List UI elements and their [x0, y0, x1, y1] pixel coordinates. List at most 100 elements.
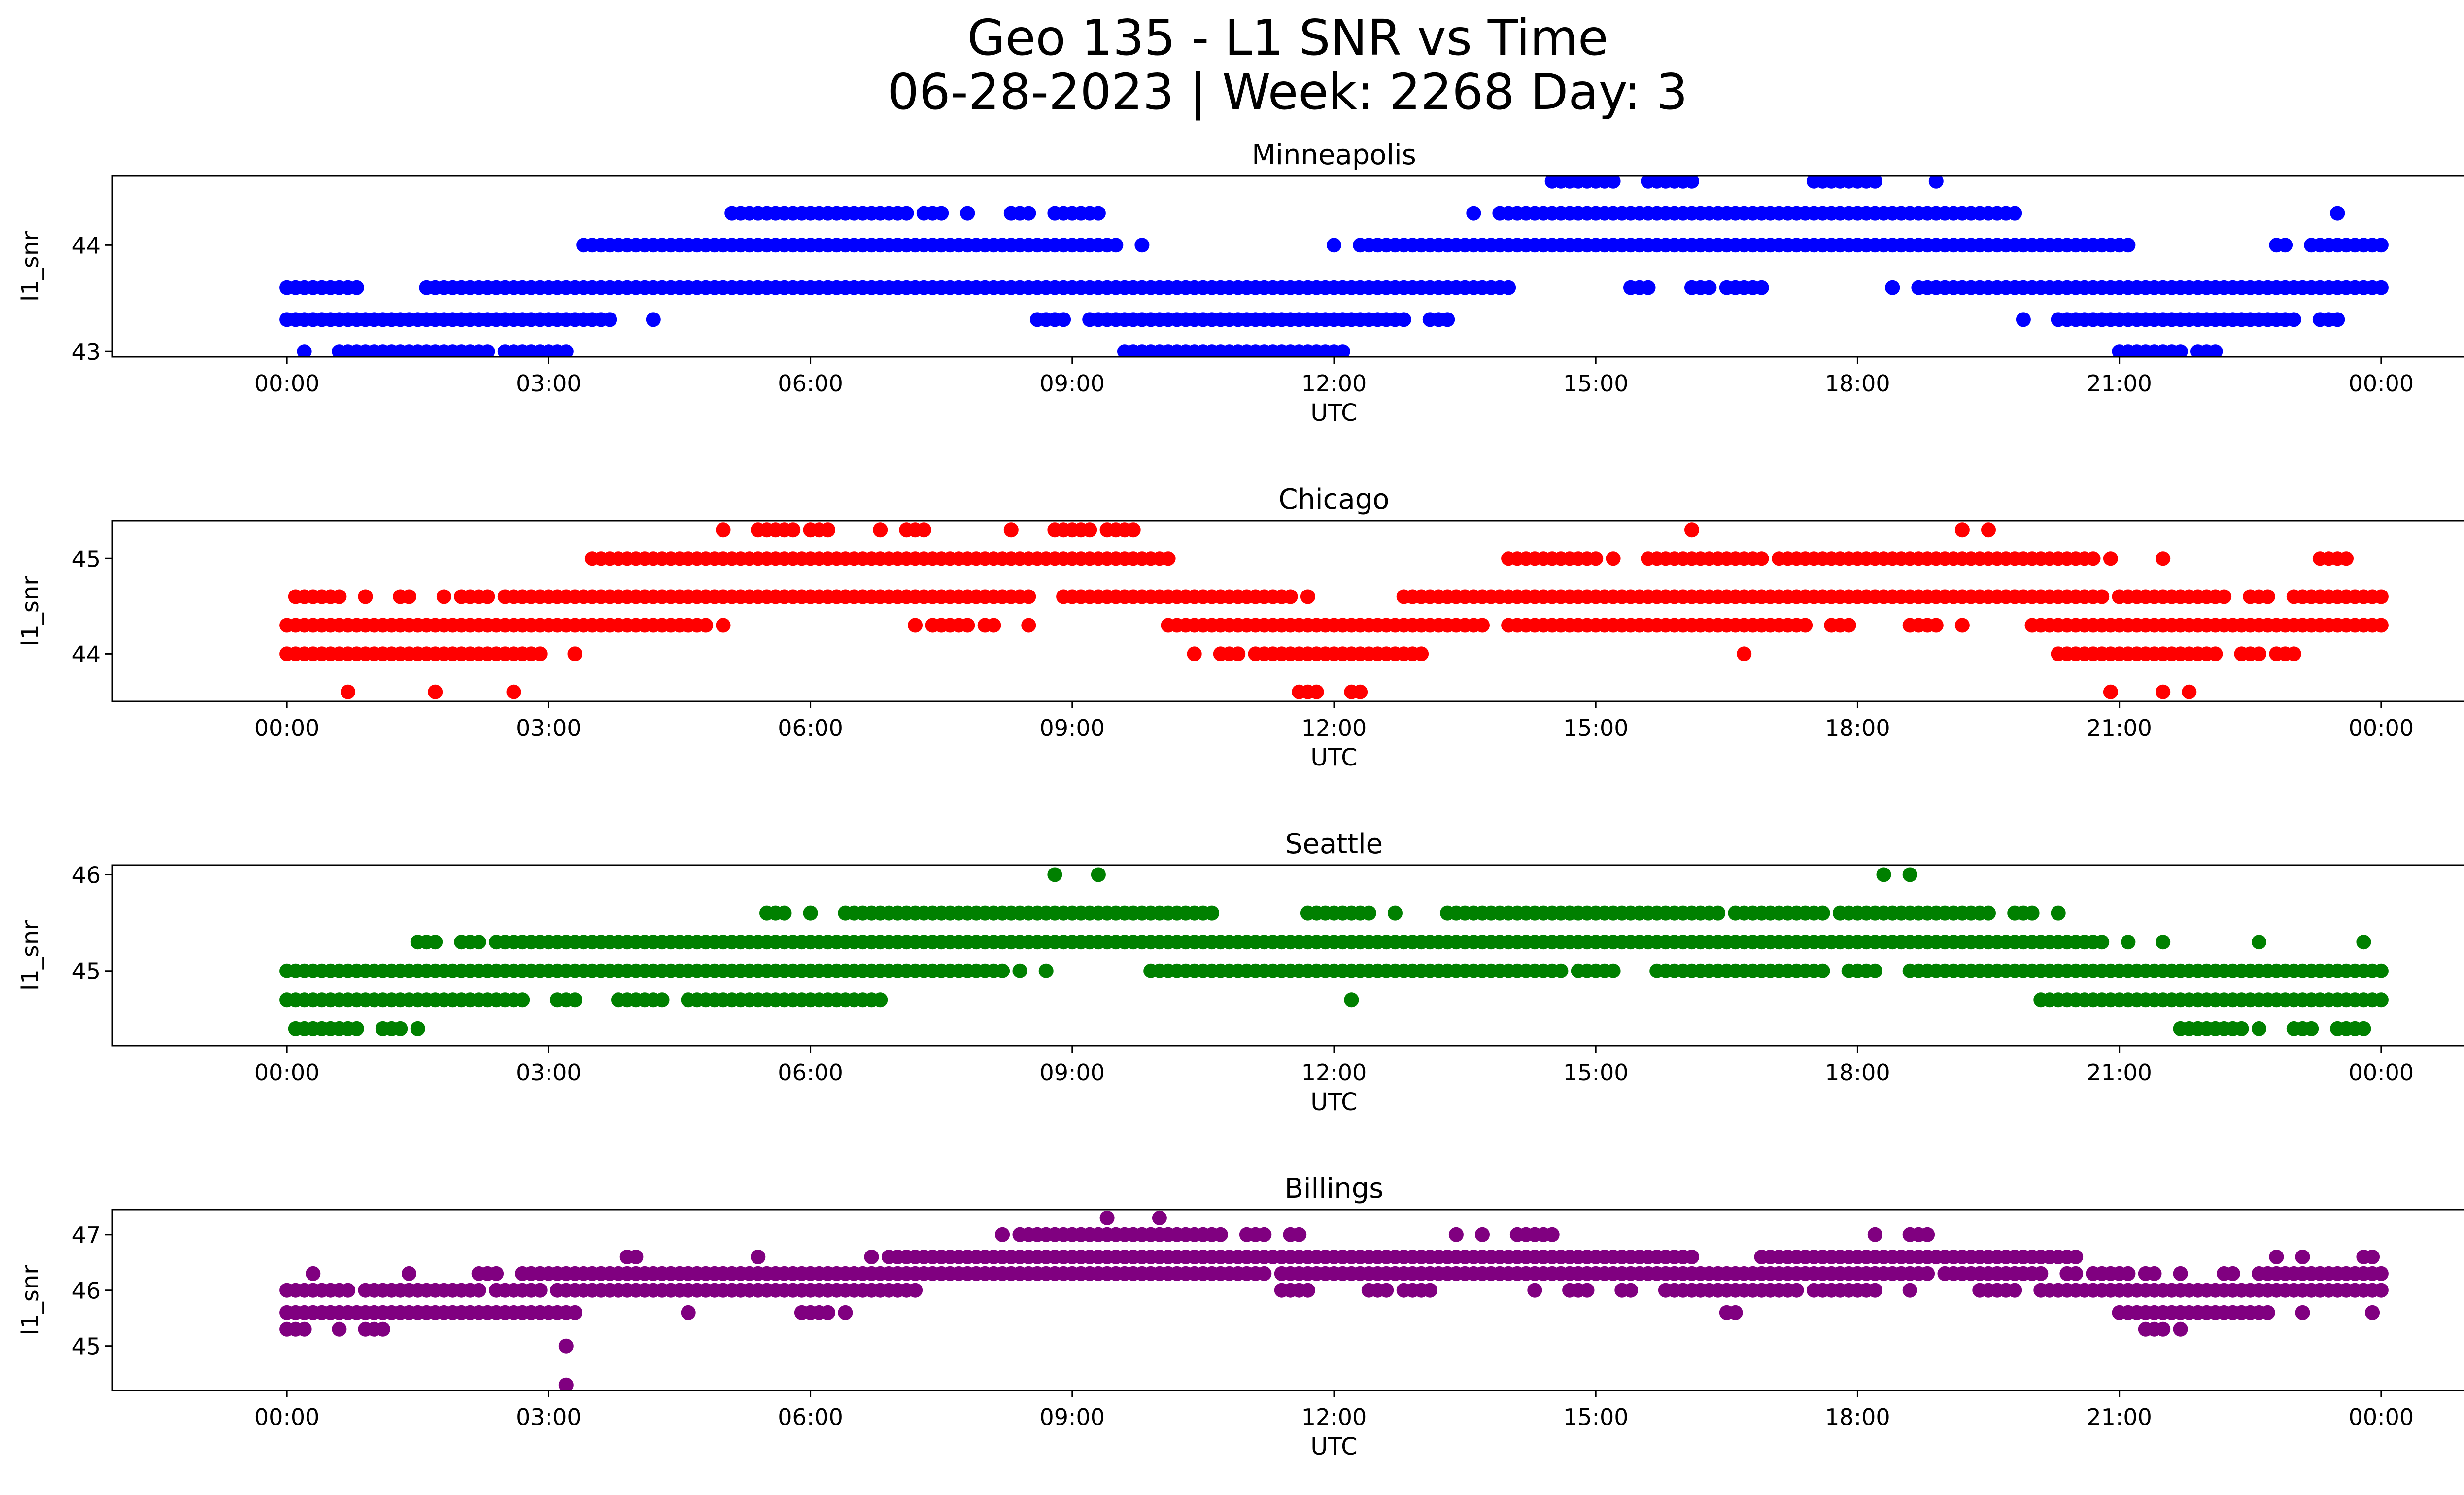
data-point [2156, 1321, 2171, 1337]
data-point [934, 206, 949, 221]
data-point [1257, 1227, 1272, 1242]
x-tick-label: 06:00 [778, 370, 843, 397]
data-point [899, 206, 914, 221]
y-tick-label: 46 [71, 1278, 101, 1304]
x-tick-label: 06:00 [778, 1404, 843, 1430]
data-point [1876, 867, 1891, 882]
data-point [1475, 1227, 1490, 1242]
data-point [1300, 589, 1315, 604]
data-point [1815, 905, 1830, 921]
data-point [428, 684, 443, 699]
data-point [716, 522, 731, 538]
data-point [1056, 312, 1071, 327]
data-point [1754, 280, 1769, 295]
data-point [1641, 280, 1656, 295]
data-point [2121, 935, 2136, 950]
x-tick-label: 03:00 [516, 370, 582, 397]
scatter-points [279, 867, 2389, 1036]
data-point [2156, 684, 2171, 699]
data-point [908, 618, 923, 633]
x-tick-label: 15:00 [1563, 1404, 1629, 1430]
data-point [341, 1283, 356, 1298]
data-point [1920, 1227, 1935, 1242]
data-point [1396, 312, 1411, 327]
data-point [1501, 280, 1516, 295]
data-point [1335, 344, 1350, 357]
data-point [436, 589, 451, 604]
data-point [2286, 646, 2301, 661]
y-tick-label: 47 [71, 1222, 101, 1249]
data-point [2121, 1266, 2136, 1281]
data-point [358, 589, 373, 604]
data-point [873, 992, 888, 1008]
data-point [1606, 176, 1621, 189]
data-point [1527, 1283, 1542, 1298]
data-point [1379, 1283, 1394, 1298]
data-point [916, 522, 931, 538]
data-point [532, 646, 548, 661]
data-point [2103, 684, 2118, 699]
x-tick-label: 12:00 [1301, 1404, 1367, 1430]
x-tick-label: 21:00 [2087, 1404, 2152, 1430]
data-point [2373, 618, 2389, 633]
y-axis-label: l1_snr [17, 1265, 44, 1335]
data-point [960, 618, 975, 633]
data-point [786, 522, 801, 538]
data-point [1954, 618, 1970, 633]
data-point [2234, 1021, 2249, 1036]
data-point [1108, 238, 1124, 253]
x-axis-label: UTC [1310, 399, 1357, 427]
data-point [2208, 344, 2223, 357]
x-tick-label: 09:00 [1039, 1404, 1105, 1430]
data-point [1161, 551, 1176, 566]
data-point [602, 312, 617, 327]
data-point [471, 935, 486, 950]
data-point [2286, 312, 2301, 327]
x-tick-label: 00:00 [254, 1404, 320, 1430]
data-point [567, 1305, 582, 1320]
x-tick-label: 18:00 [1825, 370, 1890, 397]
y-axis-label: l1_snr [17, 231, 44, 302]
data-point [1126, 522, 1141, 538]
data-point [838, 1305, 853, 1320]
data-point [2252, 935, 2266, 950]
data-point [1928, 176, 1944, 189]
data-point [1003, 522, 1019, 538]
data-point [1152, 1210, 1167, 1225]
data-point [489, 1266, 504, 1281]
data-point [1684, 522, 1699, 538]
data-point [1038, 963, 1054, 978]
data-point [2295, 1305, 2310, 1320]
data-point [2304, 1021, 2319, 1036]
x-axis-label: UTC [1310, 1433, 1357, 1460]
data-point [393, 1021, 408, 1036]
scatter-points [279, 522, 2389, 699]
x-axis-label: UTC [1310, 1088, 1357, 1116]
data-point [558, 1338, 574, 1354]
data-point [995, 963, 1010, 978]
data-point [628, 1250, 644, 1264]
x-tick-label: 21:00 [2087, 1059, 2152, 1086]
data-point [2007, 206, 2022, 221]
x-tick-label: 18:00 [1825, 1404, 1890, 1430]
data-point [1021, 618, 1036, 633]
data-point [1867, 176, 1882, 189]
data-point [2365, 1250, 2380, 1264]
x-tick-label: 00:00 [2349, 370, 2414, 397]
x-tick-label: 21:00 [2087, 715, 2152, 741]
data-point [2051, 905, 2066, 921]
data-point [2007, 1283, 2022, 1298]
data-point [1789, 1283, 1804, 1298]
data-point [1606, 551, 1621, 566]
subplot-title: Billings [1285, 1173, 1384, 1205]
data-point [1702, 280, 1717, 295]
data-point [2339, 551, 2354, 566]
data-point [1981, 522, 1996, 538]
plot-area [112, 865, 2464, 1046]
x-tick-label: 15:00 [1563, 1059, 1629, 1086]
data-point [506, 684, 521, 699]
x-tick-label: 21:00 [2087, 370, 2152, 397]
x-tick-label: 03:00 [516, 1059, 582, 1086]
x-tick-label: 12:00 [1301, 715, 1367, 741]
data-point [1841, 618, 1856, 633]
